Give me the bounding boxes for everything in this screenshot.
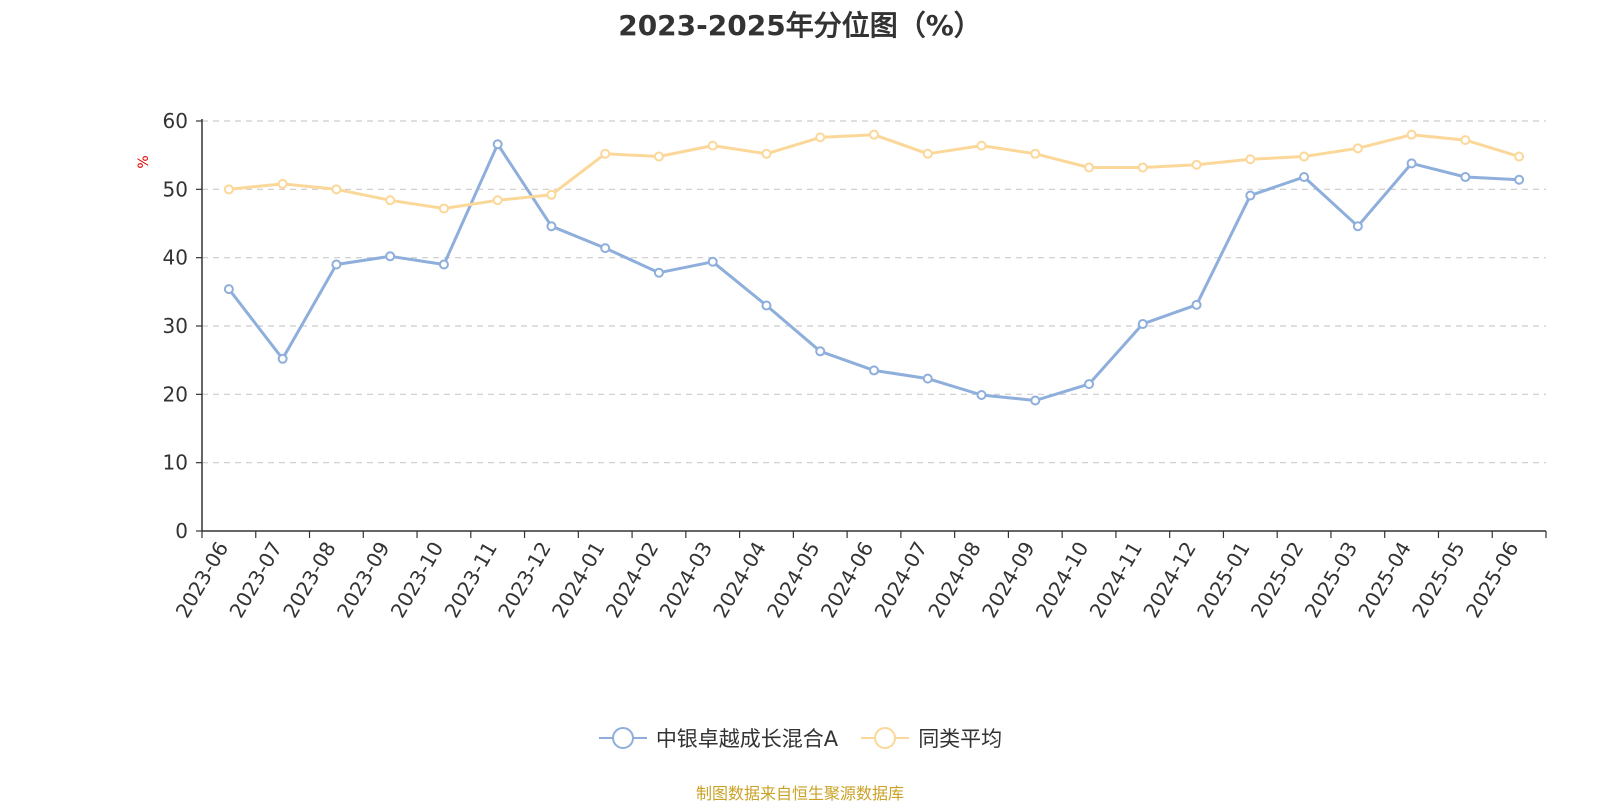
data-point-series-1 (1245, 190, 1256, 201)
data-point-series-2 (922, 148, 933, 159)
y-tick-label: 10 (163, 451, 188, 475)
data-point-series-1 (653, 267, 664, 278)
data-point-series-2 (223, 184, 234, 195)
legend: 中银卓越成长混合A 同类平均 (0, 722, 1600, 754)
data-point-series-2 (869, 129, 879, 140)
data-point-series-1 (976, 390, 987, 401)
axes: 0102030405060%2023-062023-072023-082023-… (136, 109, 1547, 622)
data-point-series-1 (869, 365, 879, 376)
y-tick-label: 0 (175, 519, 188, 543)
y-tick-label: 40 (163, 246, 188, 270)
y-tick-label: 50 (163, 177, 188, 201)
data-point-series-1 (1191, 299, 1202, 310)
y-tick-label: 20 (163, 382, 188, 406)
data-point-series-2 (1352, 143, 1363, 154)
legend-marker-circle (874, 727, 897, 749)
data-point-series-1 (1406, 158, 1417, 169)
data-point-series-1 (761, 300, 772, 311)
data-point-series-2 (438, 203, 449, 214)
data-point-series-2 (815, 132, 826, 143)
data-point-series-1 (492, 139, 503, 150)
data-point-series-2 (1514, 151, 1525, 162)
data-point-series-2 (1084, 162, 1095, 173)
data-point-series-1 (546, 221, 557, 232)
data-point-series-1 (815, 346, 826, 357)
data-point-series-2 (277, 178, 288, 189)
data-point-series-2 (1030, 148, 1041, 159)
legend-marker-icon (598, 727, 647, 749)
x-tick-label: 2025-06 (1461, 538, 1524, 622)
data-point-series-1 (1030, 395, 1041, 406)
gridlines (202, 120, 1546, 464)
data-points (223, 129, 1525, 406)
data-point-series-1 (1514, 174, 1525, 185)
data-point-series-1 (223, 284, 234, 295)
data-point-series-2 (976, 140, 987, 151)
data-point-series-2 (546, 189, 557, 200)
data-point-series-1 (1299, 172, 1310, 183)
data-point-series-1 (438, 259, 449, 270)
data-point-series-2 (1137, 162, 1148, 173)
data-point-series-2 (600, 148, 611, 159)
y-tick-label: 30 (163, 314, 188, 338)
data-point-series-1 (1084, 379, 1095, 390)
legend-label: 同类平均 (918, 727, 1003, 751)
legend-marker-icon (861, 727, 910, 749)
legend-item-2[interactable]: 同类平均 (860, 723, 1002, 753)
legend-label: 中银卓越成长混合A (655, 727, 839, 751)
data-point-series-2 (1299, 151, 1310, 162)
series-line-1 (227, 142, 1520, 402)
data-point-series-2 (385, 195, 396, 206)
y-axis-label: % (136, 155, 152, 168)
data-point-series-1 (1352, 221, 1363, 232)
data-point-series-2 (492, 195, 503, 206)
data-point-series-2 (1245, 154, 1256, 165)
chart-title: 2023-2025年分位图（%） (618, 9, 982, 42)
data-point-series-1 (1460, 172, 1471, 183)
data-point-series-1 (385, 251, 396, 262)
data-point-series-2 (1191, 159, 1202, 170)
legend-marker-circle (611, 727, 634, 749)
data-point-series-1 (277, 353, 288, 364)
data-point-series-1 (707, 256, 718, 267)
data-point-series-2 (707, 140, 718, 151)
data-point-series-1 (922, 373, 933, 384)
legend-item-1[interactable]: 中银卓越成长混合A (598, 723, 838, 753)
data-point-series-2 (1406, 129, 1417, 140)
data-point-series-1 (331, 259, 342, 270)
data-point-series-1 (600, 243, 611, 254)
data-point-series-2 (653, 151, 664, 162)
y-tick-label: 60 (163, 109, 188, 133)
data-point-series-2 (331, 184, 342, 195)
source-note: 制图数据来自恒生聚源数据库 (695, 784, 904, 803)
data-point-series-2 (1460, 135, 1471, 146)
data-point-series-2 (761, 148, 772, 159)
series-lines (227, 133, 1520, 402)
data-point-series-1 (1137, 318, 1148, 329)
